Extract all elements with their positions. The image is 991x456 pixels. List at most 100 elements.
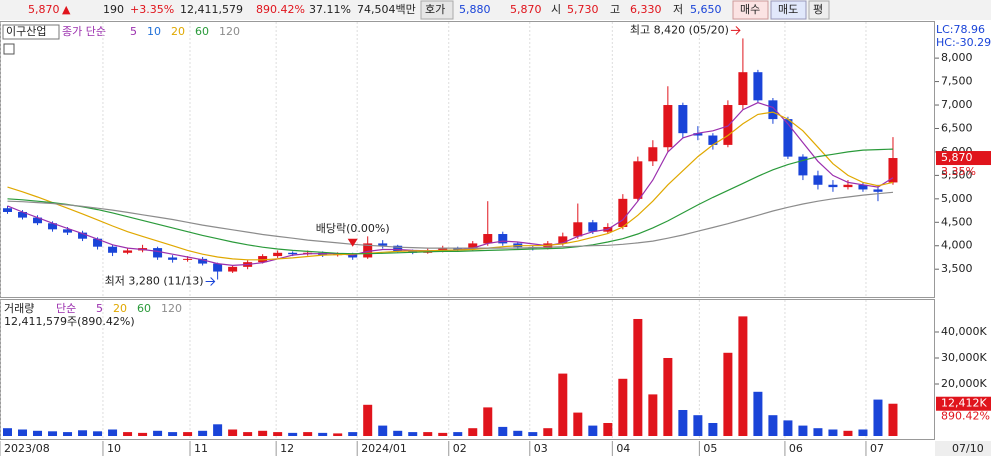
- quote-low: 5,650: [690, 3, 722, 16]
- volume-bar: [678, 409, 688, 436]
- high-label: 고: [610, 3, 620, 16]
- x-tick-label: 07: [870, 442, 884, 455]
- candle-body: [18, 211, 28, 218]
- volume-bar: [198, 430, 208, 436]
- quote-volume: 12,411,579: [180, 3, 243, 16]
- open-label: 시: [551, 3, 561, 16]
- volume-bar: [33, 430, 43, 436]
- candle-body: [273, 252, 283, 257]
- y-tick-label: 7,500: [941, 75, 973, 88]
- x-tick-label: 04: [616, 442, 630, 455]
- sell-button-label[interactable]: 매도: [778, 3, 798, 16]
- date-label: 07/10: [952, 442, 984, 455]
- volume-title: 거래량: [4, 302, 34, 315]
- volume-legend-title: 단순: [56, 302, 76, 315]
- candle-body: [213, 263, 223, 272]
- buy-button-label[interactable]: 매수: [740, 3, 760, 16]
- candle-body: [723, 105, 733, 145]
- buy-button[interactable]: [732, 0, 769, 20]
- volume-bar: [318, 432, 328, 436]
- candle-body: [843, 184, 853, 188]
- volume-bar: [633, 318, 643, 436]
- candle-body: [198, 258, 208, 264]
- ma-line: [7, 111, 894, 261]
- avg-button-label[interactable]: 평: [813, 3, 823, 16]
- volume-bar: [738, 316, 748, 436]
- last-price-tag: [936, 151, 991, 166]
- quote-box: [420, 0, 454, 20]
- ex-dividend-marker: [347, 238, 358, 247]
- volume-bar: [663, 357, 673, 436]
- ma-line: [7, 102, 894, 267]
- quote-change: 190: [103, 3, 124, 16]
- ex-dividend-label: 배당락(0.00%): [316, 222, 390, 235]
- candle-body: [798, 156, 808, 176]
- volume-bar: [168, 432, 178, 436]
- volume-bar: [723, 352, 733, 436]
- candle-body: [78, 232, 88, 239]
- volume-bar: [588, 425, 598, 436]
- quote-bid: 5,870: [510, 3, 542, 16]
- volume-bar: [543, 428, 553, 436]
- y-tick-label: 3,500: [941, 262, 973, 275]
- candle-body: [558, 236, 568, 244]
- candle-body: [108, 246, 118, 253]
- candle-body: [123, 250, 133, 253]
- volume-bar: [888, 403, 898, 436]
- legend-title: 종가 단순: [62, 25, 106, 38]
- candle-body: [468, 243, 478, 250]
- high-annotation: 최고 8,420 (05/20): [630, 23, 729, 36]
- candle-body: [378, 243, 388, 246]
- volume-bar: [138, 432, 148, 436]
- candle-body: [858, 184, 868, 190]
- candle-body: [183, 258, 193, 260]
- x-tick-label: 05: [703, 442, 717, 455]
- volume-bar: [93, 431, 103, 436]
- x-tick-label: 2024/01: [361, 442, 407, 455]
- last-price-label: 5,870: [941, 151, 973, 164]
- volume-pane: [0, 299, 935, 440]
- x-tick-label: 2023/08: [4, 442, 50, 455]
- volume-bar: [708, 422, 718, 436]
- volume-bar: [558, 373, 568, 436]
- volume-bar: [498, 426, 508, 436]
- volume-bar: [228, 429, 238, 436]
- candle-body: [693, 133, 703, 136]
- volume-bar: [183, 432, 193, 436]
- x-tick-label: 06: [789, 442, 803, 455]
- y-tick-label: 30,000K: [941, 351, 987, 364]
- volume-bar: [873, 399, 883, 436]
- volume-bar: [18, 429, 28, 436]
- volume-bar: [378, 425, 388, 436]
- grid-icon[interactable]: [3, 43, 15, 55]
- high-arrow: [730, 26, 741, 35]
- volume-bar: [768, 415, 778, 436]
- quote-price: 5,870: [28, 3, 60, 16]
- volume-bar: [213, 424, 223, 436]
- sell-button[interactable]: [770, 0, 807, 20]
- volume-bar: [258, 430, 268, 436]
- candle-body: [828, 184, 838, 188]
- change-label: 3.35%: [941, 165, 976, 178]
- volume-bar: [753, 391, 763, 436]
- candle-body: [3, 208, 13, 212]
- volume-bar: [783, 420, 793, 436]
- volume-bar: [813, 428, 823, 436]
- volume-bar: [858, 429, 868, 436]
- volume-bar: [333, 433, 343, 436]
- candle-body: [228, 266, 238, 272]
- candle-body: [453, 248, 463, 250]
- volume-bar: [408, 432, 418, 436]
- quote-change-pct: +3.35%: [130, 3, 174, 16]
- volume-bar: [63, 432, 73, 436]
- candle-body: [63, 229, 73, 233]
- volume-bar: [618, 378, 628, 436]
- volume-bar: [348, 432, 358, 436]
- candle-body: [573, 222, 583, 237]
- last-volume-label: 12,412K: [941, 397, 987, 410]
- y-tick-label: 40,000K: [941, 325, 987, 338]
- avg-button[interactable]: [808, 0, 830, 20]
- volume-bar: [153, 430, 163, 436]
- y-tick-label: 8,000: [941, 51, 973, 64]
